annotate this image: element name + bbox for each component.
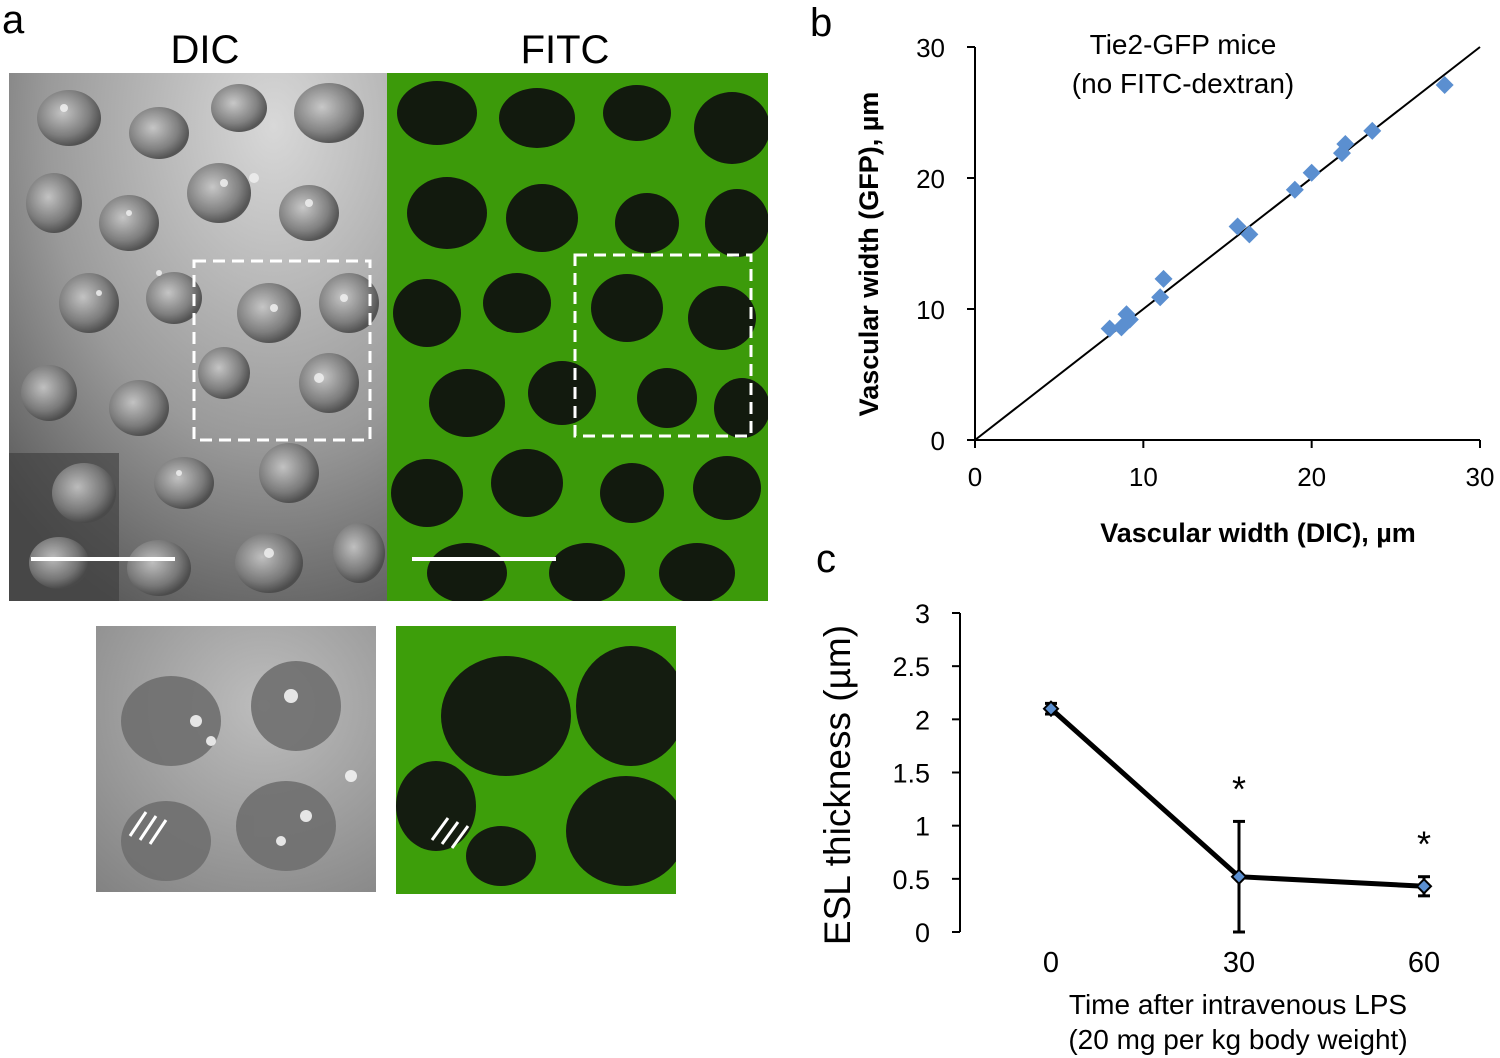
y-axis-title: Vascular width (GFP), µm bbox=[854, 92, 884, 417]
x-axis-title: Vascular width (DIC), µm bbox=[1100, 518, 1416, 548]
x-axis-title-line-2: (20 mg per kg body weight) bbox=[1068, 1024, 1407, 1055]
significance-marker: * bbox=[1417, 824, 1431, 865]
dic-label: DIC bbox=[170, 28, 240, 72]
annotation-line-1: Tie2-GFP mice bbox=[1090, 29, 1277, 60]
x-tick-label: 10 bbox=[1129, 462, 1158, 492]
data-point bbox=[1154, 269, 1173, 288]
data-point bbox=[1435, 75, 1454, 94]
y-tick-label: 0 bbox=[931, 426, 945, 456]
y-tick-label: 0.5 bbox=[892, 865, 930, 895]
x-tick-label: 20 bbox=[1297, 462, 1326, 492]
panel-a-letter: a bbox=[2, 0, 25, 42]
fitc-inset bbox=[396, 626, 676, 894]
data-point bbox=[1230, 868, 1248, 886]
fitc-label: FITC bbox=[520, 28, 610, 72]
x-axis-title-line-1: Time after intravenous LPS bbox=[1069, 989, 1407, 1020]
dic-micrograph bbox=[9, 73, 387, 601]
significance-marker: * bbox=[1232, 768, 1246, 809]
data-point bbox=[1228, 217, 1247, 236]
scatter-chart-b: b 0 10 20 30 0 10 20 30 Tie2-GFP mice (no FITC-de… bbox=[810, 1, 1495, 548]
data-point bbox=[1100, 319, 1119, 338]
x-tick-label: 60 bbox=[1408, 947, 1440, 979]
annotation-line-2: (no FITC-dextran) bbox=[1072, 68, 1295, 99]
data-point bbox=[1363, 121, 1382, 140]
dic-inset bbox=[96, 626, 376, 892]
data-point bbox=[1240, 225, 1259, 244]
x-tick-label: 30 bbox=[1466, 462, 1495, 492]
data-point bbox=[1415, 877, 1433, 895]
panel-b-letter: b bbox=[810, 1, 832, 45]
x-tick-label: 0 bbox=[968, 462, 982, 492]
y-tick-label: 2 bbox=[915, 705, 930, 735]
data-point bbox=[1151, 288, 1170, 307]
y-tick-label: 20 bbox=[916, 164, 945, 194]
data-point bbox=[1042, 700, 1060, 718]
y-tick-label: 30 bbox=[916, 33, 945, 63]
panel-c-letter: c bbox=[816, 537, 836, 581]
line-chart-c: c 00.511.522.530 30*60*Time after intrave… bbox=[816, 537, 1440, 1055]
data-point bbox=[1302, 163, 1321, 182]
y-tick-label: 2.5 bbox=[892, 652, 930, 682]
data-point bbox=[1120, 310, 1139, 329]
x-tick-label: 0 bbox=[1043, 947, 1059, 979]
y-tick-label: 3 bbox=[915, 599, 930, 629]
y-tick-label: 0 bbox=[915, 918, 930, 948]
y-axis-title: ESL thickness (µm) bbox=[817, 625, 858, 945]
y-tick-label: 10 bbox=[916, 295, 945, 325]
x-tick-label: 30 bbox=[1223, 947, 1255, 979]
fit-line bbox=[974, 46, 1481, 441]
y-tick-label: 1.5 bbox=[892, 759, 930, 789]
data-point bbox=[1285, 180, 1304, 199]
fitc-micrograph bbox=[387, 73, 768, 601]
data-point bbox=[1336, 134, 1355, 153]
y-tick-label: 1 bbox=[915, 812, 930, 842]
